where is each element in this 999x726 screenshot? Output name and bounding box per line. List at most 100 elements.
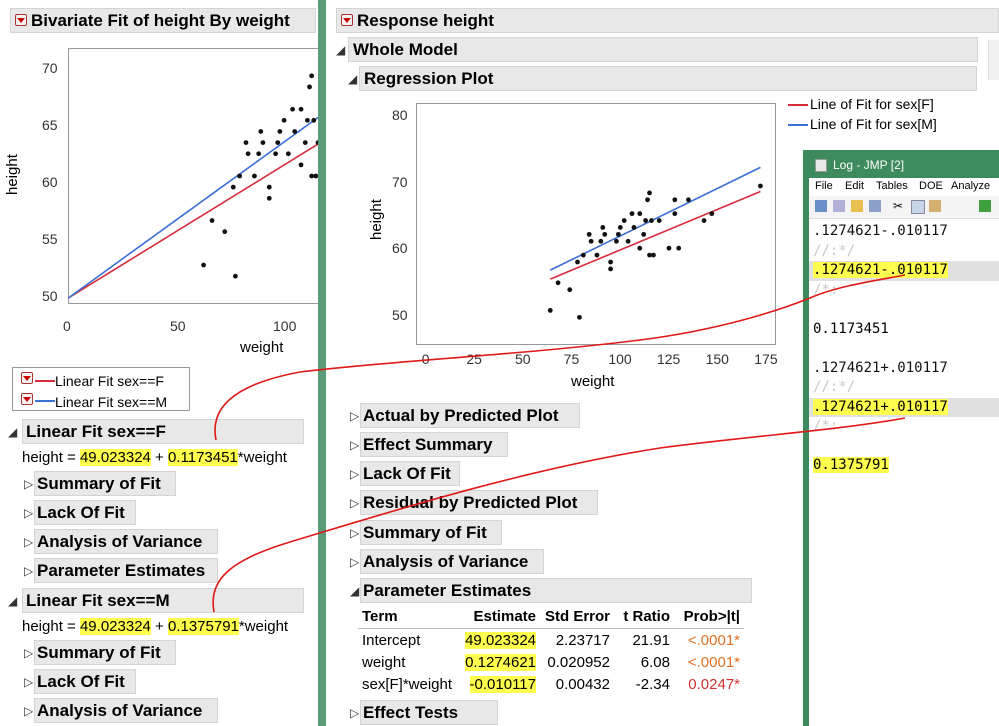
data-point [313, 173, 318, 179]
log-text[interactable]: .1274621-.010117 //:*/ .1274621-.010117 /*:… [809, 222, 999, 476]
disclosure-closed-icon[interactable]: ▷ [350, 555, 360, 569]
table-row: sex[F]*weight -0.010117 0.00432 -2.34 0.… [358, 673, 744, 695]
log-highlight: 0.1375791 [813, 457, 889, 473]
data-point [258, 129, 264, 134]
effect-tests-header[interactable]: Effect Tests [360, 700, 498, 725]
data-point [672, 211, 678, 217]
section-label: Summary of Fit [37, 474, 161, 493]
lack-of-fit-header[interactable]: Lack Of Fit [360, 461, 460, 486]
mid-ytick: 50 [392, 307, 408, 323]
disclosure-closed-icon[interactable]: ▷ [350, 496, 360, 510]
new-script-icon[interactable] [833, 200, 845, 212]
eq-slope: 0.1173451 [167, 449, 238, 466]
summary-of-fit-header[interactable]: Summary of Fit [34, 640, 176, 665]
red-triangle-menu-icon[interactable] [341, 14, 353, 26]
data-point [577, 314, 582, 320]
bivariate-header[interactable]: Bivariate Fit of height By weight [10, 8, 316, 33]
copy-icon[interactable] [911, 200, 925, 214]
data-point [307, 84, 312, 90]
disclosure-closed-icon[interactable]: ▷ [24, 477, 34, 491]
disclosure-closed-icon[interactable]: ▷ [24, 535, 34, 549]
disclosure-open-icon[interactable]: ◢ [336, 43, 346, 57]
window-divider[interactable] [318, 0, 326, 726]
summary-of-fit-header[interactable]: Summary of Fit [34, 471, 176, 496]
linear-fit-m-header[interactable]: Linear Fit sex==M [22, 588, 304, 613]
left-ytick: 50 [42, 288, 58, 304]
response-header[interactable]: Response height [336, 8, 999, 33]
disclosure-closed-icon[interactable]: ▷ [24, 704, 34, 718]
disclosure-closed-icon[interactable]: ▷ [350, 409, 360, 423]
legend-menu-icon[interactable] [21, 372, 33, 384]
data-point [555, 280, 561, 286]
legend-menu-icon[interactable] [21, 393, 33, 405]
run-icon[interactable] [979, 200, 991, 212]
regression-plot-header[interactable]: Regression Plot [359, 66, 977, 91]
menu-analyze[interactable]: Analyze [951, 180, 991, 192]
anova-header[interactable]: Analysis of Variance [34, 529, 218, 554]
actual-by-predicted-header[interactable]: Actual by Predicted Plot [360, 403, 580, 428]
section-label: Summary of Fit [37, 643, 161, 662]
disclosure-closed-icon[interactable]: ▷ [24, 564, 34, 578]
menu-doe[interactable]: DOE [919, 180, 943, 192]
anova-header[interactable]: Analysis of Variance [360, 549, 544, 574]
parameter-estimates-header[interactable]: Parameter Estimates [360, 578, 752, 603]
mid-xtick: 100 [608, 351, 632, 367]
disclosure-closed-icon[interactable]: ▷ [350, 526, 360, 540]
column-header[interactable]: Prob>|t| [674, 604, 744, 629]
log-titlebar[interactable]: Log - JMP [2] [809, 156, 999, 178]
plot-frame [416, 103, 776, 345]
disclosure-closed-icon[interactable]: ▷ [350, 467, 360, 481]
section-label: Actual by Predicted Plot [363, 406, 559, 425]
disclosure-open-icon[interactable]: ◢ [8, 594, 18, 608]
mid-ytick: 70 [392, 174, 408, 190]
data-point [617, 225, 623, 230]
disclosure-open-icon[interactable]: ◢ [348, 72, 358, 86]
prob-cell: <.0001* [687, 653, 740, 671]
disclosure-open-icon[interactable]: ◢ [350, 584, 360, 598]
disclosure-open-icon[interactable]: ◢ [8, 425, 18, 439]
log-window-icon [815, 159, 827, 172]
data-point [222, 229, 228, 235]
data-point [298, 106, 304, 112]
disclosure-closed-icon[interactable]: ▷ [24, 646, 34, 660]
cut-icon[interactable]: ✂ [893, 199, 904, 213]
red-triangle-menu-icon[interactable] [15, 14, 27, 26]
tratio-cell: -2.34 [635, 675, 670, 693]
left-legend: Linear Fit sex==F Linear Fit sex==M [12, 367, 190, 411]
paste-icon[interactable] [929, 200, 941, 212]
residual-by-predicted-header[interactable]: Residual by Predicted Plot [360, 490, 598, 515]
column-header[interactable]: Std Error [540, 604, 614, 629]
lack-of-fit-header[interactable]: Lack Of Fit [34, 500, 136, 525]
effect-summary-header[interactable]: Effect Summary [360, 432, 508, 457]
column-header[interactable]: Term [358, 604, 458, 629]
mid-ytick: 80 [392, 107, 408, 123]
disclosure-closed-icon[interactable]: ▷ [350, 706, 360, 720]
data-point [311, 117, 317, 123]
menu-edit[interactable]: Edit [845, 180, 864, 192]
eq-suffix: *weight [238, 618, 289, 635]
save-icon[interactable] [869, 200, 881, 212]
new-data-table-icon[interactable] [815, 200, 827, 212]
menu-tables[interactable]: Tables [876, 180, 908, 192]
disclosure-closed-icon[interactable]: ▷ [350, 438, 360, 452]
log-toolbar: ✂ [809, 196, 999, 219]
summary-of-fit-header[interactable]: Summary of Fit [360, 520, 502, 545]
menu-file[interactable]: File [815, 180, 833, 192]
parameter-estimates-header[interactable]: Parameter Estimates [34, 558, 218, 583]
whole-model-header[interactable]: Whole Model [348, 37, 978, 62]
vertical-scrollbar[interactable] [988, 40, 999, 80]
linear-fit-f-header[interactable]: Linear Fit sex==F [22, 419, 304, 444]
fit-line-f [549, 190, 761, 280]
open-folder-icon[interactable] [851, 200, 863, 212]
left-yaxis-label: height [4, 154, 21, 195]
lack-of-fit-header[interactable]: Lack Of Fit [34, 669, 136, 694]
regression-plot-title: Regression Plot [364, 69, 494, 88]
anova-header[interactable]: Analysis of Variance [34, 698, 218, 723]
data-point [672, 197, 678, 203]
disclosure-closed-icon[interactable]: ▷ [24, 675, 34, 689]
column-header[interactable]: t Ratio [614, 604, 674, 629]
estimate-value: -0.010117 [469, 675, 536, 693]
section-label: Residual by Predicted Plot [363, 493, 578, 512]
column-header[interactable]: Estimate [458, 604, 540, 629]
disclosure-closed-icon[interactable]: ▷ [24, 506, 34, 520]
